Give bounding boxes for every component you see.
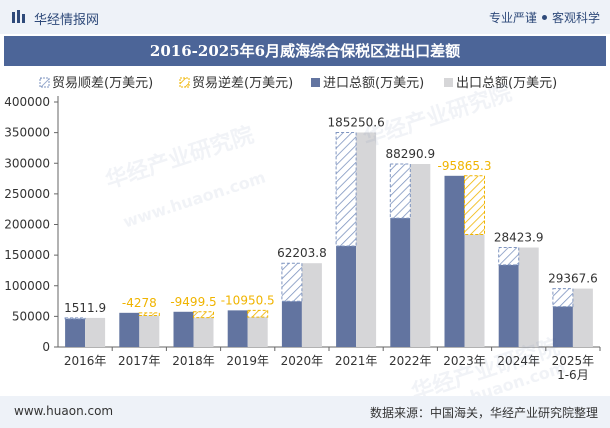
surplus-segment [335, 131, 357, 247]
balance-label: -4278 [122, 296, 157, 310]
x-tick-label: 2021年 [335, 354, 378, 368]
x-tick-label: 2017年 [118, 354, 161, 368]
export-bar [301, 263, 322, 347]
surplus-segment [64, 317, 86, 320]
tag-objective: 客观科学 [551, 11, 600, 25]
import-bar [119, 312, 140, 347]
legend-swatch-export [444, 78, 453, 87]
import-bar [336, 245, 357, 347]
export-bar [518, 247, 539, 347]
x-tick-label: 2025年 [552, 354, 595, 368]
separator-dot [541, 15, 547, 20]
export-bar [247, 317, 268, 347]
y-tick-label: 400000 [4, 95, 50, 109]
surplus-segment [389, 163, 411, 219]
logo-icon [12, 10, 25, 23]
surplus-segment [552, 288, 574, 308]
y-tick-label: 0 [42, 340, 50, 354]
x-tick-label: 1-6月 [557, 368, 589, 382]
chart-title: 2016-2025年6月威海综合保税区进出口差额 [149, 42, 461, 60]
legend-label: 出口总额(万美元) [456, 76, 557, 91]
export-bar [572, 288, 593, 347]
surplus-segment [498, 247, 520, 266]
x-tick-label: 2020年 [281, 354, 324, 368]
import-bar [444, 175, 465, 347]
export-bar [193, 317, 214, 347]
legend-label: 贸易逆差(万美元) [192, 75, 293, 91]
legend-swatch-surplus [39, 77, 50, 88]
legend-label: 贸易顺差(万美元) [52, 76, 153, 91]
y-tick-label: 50000 [12, 309, 50, 323]
balance-label: 28423.9 [494, 231, 544, 245]
tag-professional: 专业严谨 [488, 11, 537, 25]
x-tick-label: 2019年 [226, 354, 269, 368]
deficit-segment [138, 312, 160, 316]
title-bar: 2016-2025年6月威海综合保税区进出口差额 [4, 36, 606, 66]
import-bar [65, 318, 86, 347]
export-bar [464, 234, 485, 347]
balance-label: -10950.5 [221, 293, 275, 307]
balance-label: 62203.8 [277, 246, 327, 260]
legend-label: 进口总额(万美元) [323, 76, 424, 91]
import-bar [390, 218, 411, 347]
chart: 贸易顺差(万美元) 贸易逆差(万美元) 进口总额(万美元) 出口总额(万美元) 0 500… [4, 75, 601, 382]
top-bar: 华经情报网 专业严谨 客观科学 [0, 0, 610, 34]
export-bar [85, 317, 106, 347]
legend-swatch-deficit [179, 77, 190, 88]
deficit-segment [193, 311, 214, 319]
y-tick-label: 100000 [4, 279, 50, 293]
legend-swatch-import [311, 78, 320, 87]
footer-website: www.huaon.com [14, 404, 114, 418]
x-tick-label: 2016年 [64, 354, 107, 368]
footer: www.huaon.com 数据来源：中国海关，华经产业研究院整理 [0, 396, 610, 428]
import-bar [498, 264, 519, 347]
balance-label: 185250.6 [327, 115, 384, 129]
import-bar [227, 310, 248, 347]
surplus-segment [281, 262, 303, 302]
y-tick-label: 150000 [4, 248, 50, 262]
brand-tags: 专业严谨 客观科学 [489, 9, 600, 26]
x-tick-label: 2024年 [497, 354, 540, 368]
footer-source: 数据来源：中国海关，华经产业研究院整理 [369, 406, 598, 420]
deficit-segment [247, 309, 269, 318]
balance-label: 88290.9 [385, 147, 435, 161]
import-bar [173, 311, 194, 347]
export-bar [410, 163, 431, 347]
balance-label: 1511.9 [64, 301, 106, 315]
import-bar [552, 306, 573, 347]
y-tick-label: 250000 [4, 187, 50, 201]
x-tick-label: 2023年 [443, 354, 486, 368]
y-tick-label: 300000 [4, 156, 50, 170]
balance-label: 29367.6 [548, 272, 598, 286]
y-tick-label: 350000 [4, 126, 50, 140]
y-tick-label: 200000 [4, 218, 50, 232]
deficit-segment [464, 175, 485, 236]
x-tick-label: 2018年 [172, 354, 215, 368]
balance-label: -9499.5 [170, 295, 216, 309]
balance-label: -95865.3 [438, 159, 492, 173]
export-bar [356, 132, 377, 347]
brand-name: 华经情报网 [34, 13, 100, 28]
export-bar [139, 315, 160, 347]
x-tick-label: 2022年 [389, 354, 432, 368]
import-bar [281, 301, 302, 347]
